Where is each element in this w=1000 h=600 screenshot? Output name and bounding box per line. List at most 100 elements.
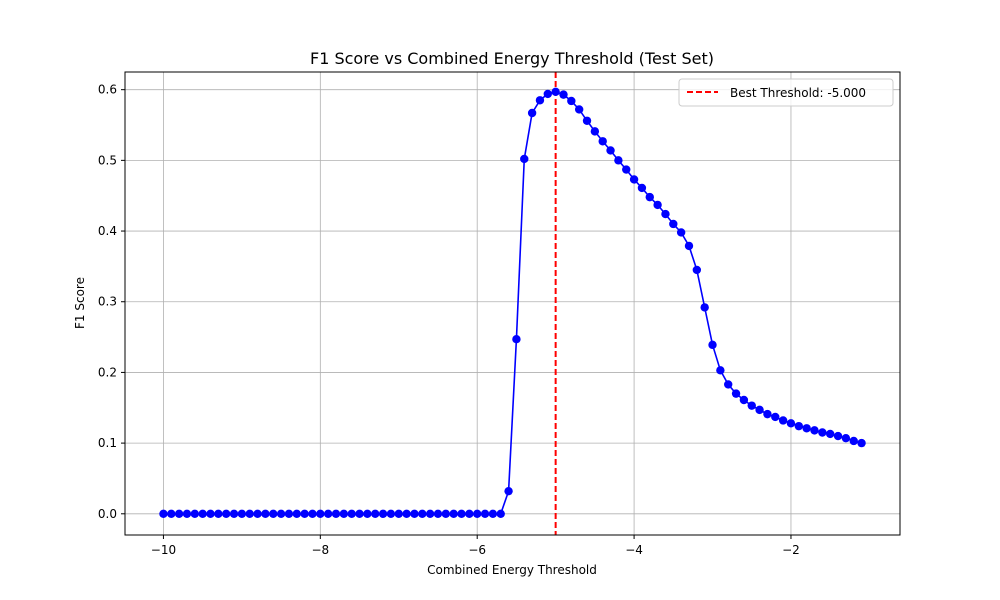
- y-axis-ticks: 0.0 0.1 0.2 0.3 0.4 0.5 0.6: [98, 83, 125, 521]
- data-point: [386, 509, 396, 518]
- data-point: [378, 509, 388, 518]
- data-point: [229, 509, 239, 518]
- y-tick-label: 0.4: [98, 224, 117, 238]
- data-point: [645, 192, 654, 202]
- grid: [125, 72, 900, 535]
- legend: Best Threshold: -5.000: [678, 78, 894, 107]
- data-point: [637, 183, 647, 193]
- data-point: [794, 421, 804, 431]
- data-point: [653, 200, 662, 210]
- y-tick-label: 0.0: [98, 507, 117, 521]
- y-tick-label: 0.1: [98, 436, 117, 450]
- data-point: [261, 509, 270, 518]
- data-point: [182, 509, 192, 518]
- data-point: [606, 146, 615, 155]
- data-point: [418, 509, 427, 518]
- data-point: [198, 509, 207, 518]
- data-point: [590, 127, 600, 136]
- data-point: [676, 228, 686, 237]
- data-point: [841, 433, 851, 443]
- data-point: [425, 509, 435, 518]
- data-point: [245, 509, 254, 518]
- data-point: [669, 219, 678, 229]
- data-point: [347, 509, 356, 518]
- data-point: [512, 334, 521, 344]
- x-tick-label: −8: [311, 543, 329, 557]
- data-point: [504, 486, 513, 496]
- data-point: [739, 395, 749, 405]
- data-point: [629, 175, 639, 184]
- data-point: [363, 509, 372, 518]
- x-axis-label: Combined Energy Threshold: [427, 563, 597, 577]
- x-tick-label: −2: [782, 543, 800, 557]
- data-point: [684, 241, 694, 251]
- data-point: [857, 438, 866, 448]
- data-point: [159, 509, 168, 518]
- data-point: [488, 509, 498, 518]
- data-point: [253, 509, 262, 518]
- data-point: [214, 509, 223, 518]
- data-point: [473, 509, 482, 518]
- data-point: [269, 509, 278, 518]
- data-point: [402, 509, 411, 518]
- data-point: [833, 431, 843, 441]
- y-tick-label: 0.5: [98, 153, 117, 167]
- data-point: [480, 509, 490, 518]
- data-point: [535, 96, 545, 105]
- data-point: [465, 509, 474, 518]
- data-point: [763, 409, 772, 419]
- data-point: [614, 156, 623, 165]
- data-point: [292, 509, 301, 518]
- data-point: [316, 509, 325, 518]
- data-point: [810, 426, 819, 435]
- data-point: [818, 428, 827, 437]
- data-point: [300, 509, 309, 518]
- data-point: [221, 509, 231, 518]
- data-point: [598, 137, 607, 146]
- data-point: [355, 509, 364, 518]
- data-point: [520, 154, 529, 164]
- legend-entry-threshold: Best Threshold: -5.000: [730, 86, 866, 100]
- data-point: [574, 105, 584, 114]
- data-point: [708, 340, 717, 350]
- data-point: [559, 90, 568, 99]
- data-point: [661, 209, 670, 219]
- data-point: [433, 509, 443, 518]
- data-point: [692, 265, 702, 275]
- data-point: [622, 165, 631, 174]
- x-tick-label: −10: [151, 543, 176, 557]
- data-point: [496, 509, 505, 518]
- y-tick-label: 0.3: [98, 295, 117, 309]
- y-axis-label: F1 Score: [73, 277, 87, 329]
- x-axis-ticks: −10 −8 −6 −4 −2: [151, 535, 800, 557]
- legend-box: [678, 78, 894, 107]
- data-point: [582, 116, 592, 125]
- data-point: [174, 509, 184, 518]
- y-tick-label: 0.2: [98, 365, 117, 379]
- data-point: [410, 509, 419, 518]
- data-point: [551, 87, 560, 96]
- data-point: [308, 509, 317, 518]
- plot-area: [159, 72, 866, 535]
- data-point: [778, 416, 788, 425]
- data-point: [716, 366, 725, 375]
- data-point: [786, 419, 796, 428]
- data-point: [237, 509, 247, 518]
- data-point: [731, 389, 741, 398]
- data-point: [449, 509, 458, 518]
- data-point: [802, 424, 811, 433]
- axes-frame: [124, 71, 901, 536]
- data-point: [747, 401, 756, 410]
- data-point: [190, 509, 200, 518]
- data-point: [441, 509, 451, 518]
- data-point: [825, 429, 835, 439]
- data-point: [371, 509, 380, 518]
- data-point: [276, 509, 286, 518]
- data-point: [339, 509, 349, 518]
- chart-title: F1 Score vs Combined Energy Threshold (T…: [310, 49, 714, 68]
- data-point: [331, 509, 341, 518]
- data-point: [527, 108, 537, 118]
- y-tick-label: 0.6: [98, 83, 117, 97]
- data-point: [543, 89, 552, 99]
